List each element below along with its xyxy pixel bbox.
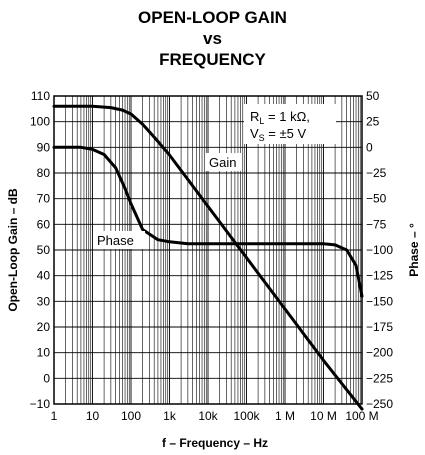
phase-series-label: Phase xyxy=(97,233,134,248)
y-tick-label-left: 110 xyxy=(31,89,50,103)
conditions-box-bg xyxy=(244,104,336,144)
x-axis-label: f – Frequency – Hz xyxy=(162,436,268,450)
y-tick-label-left: 60 xyxy=(37,217,51,231)
x-tick-label: 10 xyxy=(86,409,100,423)
x-tick-label: 1k xyxy=(163,409,177,423)
y-axis-label-left: Open-Loop Gain – dB xyxy=(6,188,20,312)
y-tick-label-right: −125 xyxy=(366,269,393,283)
y-tick-label-right: −250 xyxy=(366,397,393,411)
y-tick-label-left: 80 xyxy=(37,166,51,180)
y-tick-label-left: 40 xyxy=(37,269,51,283)
gain-series-label: Gain xyxy=(209,155,236,170)
y-tick-label-left: 50 xyxy=(37,243,51,257)
y-tick-label-right: −25 xyxy=(366,166,387,180)
x-tick-label: 100k xyxy=(233,409,260,423)
x-tick-label: 1 M xyxy=(275,409,295,423)
y-tick-label-left: 0 xyxy=(43,371,50,385)
y-tick-label-left: 90 xyxy=(37,140,51,154)
y-tick-label-left: 70 xyxy=(37,192,51,206)
rl-subscript: L xyxy=(259,116,264,126)
series-layer xyxy=(52,104,364,411)
plot-frame xyxy=(53,95,363,405)
gain-curve xyxy=(52,104,364,411)
grid-major xyxy=(53,95,363,405)
x-tick-label: 10 M xyxy=(310,409,337,423)
y-tick-label-left: 30 xyxy=(37,294,51,308)
chart-title-line-3: FREQUENCY xyxy=(159,50,266,69)
vs-subscript: S xyxy=(259,133,265,143)
load-resistance-annotation: RL = 1 kΩ, xyxy=(250,109,310,126)
y-tick-label-right: −225 xyxy=(366,371,393,385)
x-tick-label: 100 xyxy=(121,409,141,423)
y-tick-label-right: −100 xyxy=(366,243,393,257)
y-tick-label-right: −200 xyxy=(366,346,393,360)
y-tick-label-left: 10 xyxy=(37,346,51,360)
ticks-layer: 1 10 100 1k 10k 100k 1 M 10 M 100 M1101009080706… xyxy=(30,89,394,423)
supply-voltage-annotation: VS = ±5 V xyxy=(250,126,306,143)
rl-value: = 1 kΩ, xyxy=(264,109,310,124)
x-tick-label: 1 xyxy=(51,409,58,423)
phase-label-bg xyxy=(93,231,145,249)
y-tick-label-left: 20 xyxy=(37,320,51,334)
phase-curve xyxy=(52,145,364,298)
y-tick-label-right: 25 xyxy=(366,115,380,129)
rl-prefix: R xyxy=(250,109,259,124)
chart-title-line-1: OPEN-LOOP GAIN xyxy=(138,8,287,27)
x-tick-label: 10k xyxy=(198,409,218,423)
y-tick-label-right: −75 xyxy=(366,217,387,231)
y-axis-label-right: Phase – ° xyxy=(407,223,421,277)
y-tick-label-right: −175 xyxy=(366,320,393,334)
vs-value: = ±5 V xyxy=(265,126,307,141)
chart-title-line-2: vs xyxy=(203,29,222,48)
y-tick-label-right: 50 xyxy=(366,89,380,103)
y-tick-label-right: −150 xyxy=(366,294,393,308)
y-tick-label-left: 100 xyxy=(30,115,50,129)
y-tick-label-left: −10 xyxy=(30,397,51,411)
y-tick-label-right: −50 xyxy=(366,192,387,206)
x-tick-label: 100 M xyxy=(345,409,378,423)
gain-label-bg xyxy=(205,153,241,171)
vs-prefix: V xyxy=(250,126,259,141)
y-tick-label-right: 0 xyxy=(366,140,373,154)
